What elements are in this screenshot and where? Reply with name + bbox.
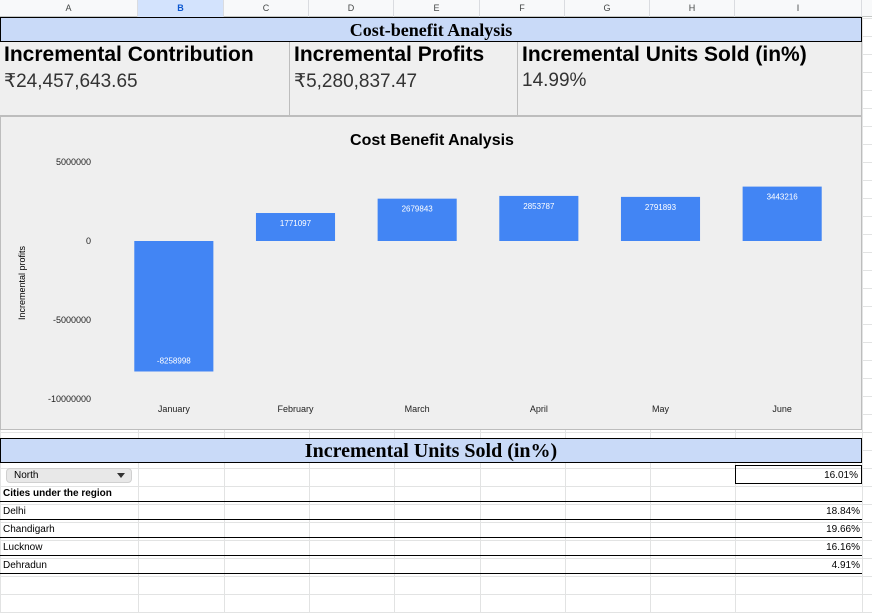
bar-data-label: 2853787 (523, 202, 555, 211)
column-header-b[interactable]: B (138, 0, 224, 17)
column-header-h[interactable]: H (650, 0, 735, 17)
kpi-label: Incremental Units Sold (in%) (522, 43, 807, 66)
city-name: Lucknow (3, 542, 43, 553)
table-row[interactable]: Chandigarh 19.66% (0, 520, 862, 538)
bar-data-label: 1771097 (280, 219, 312, 228)
x-axis: January February March April May June (158, 404, 792, 414)
region-dropdown[interactable]: North (6, 468, 132, 483)
kpi-label: Incremental Profits (294, 43, 485, 66)
column-header-d[interactable]: D (309, 0, 394, 17)
x-tick-label: April (530, 404, 548, 414)
x-tick-label: January (158, 404, 191, 414)
x-tick-label: February (277, 404, 314, 414)
kpi-card-incremental-units-sold[interactable]: Incremental Units Sold (in%) 14.99% (518, 42, 862, 116)
bar-data-label: 3443216 (767, 193, 799, 202)
kpi-card-incremental-contribution[interactable]: Incremental Contribution ₹24,457,643.65 (0, 42, 290, 116)
column-header-c[interactable]: C (224, 0, 309, 17)
city-name: Dehradun (3, 560, 47, 571)
bar-series: -8258998 1771097 2679843 2853787 2791893 3443… (134, 186, 822, 372)
bar (134, 241, 214, 372)
city-value: 4.91% (831, 560, 860, 571)
bar (377, 198, 457, 241)
kpi-card-incremental-profits[interactable]: Incremental Profits ₹5,280,837.47 (290, 42, 518, 116)
x-tick-label: June (772, 404, 792, 414)
bar (742, 186, 822, 241)
grid-line (862, 0, 863, 613)
table-title[interactable]: Incremental Units Sold (in%) (0, 438, 862, 463)
city-value: 16.16% (826, 542, 860, 553)
kpi-value: ₹24,457,643.65 (4, 71, 138, 92)
table-row[interactable]: Delhi 18.84% (0, 502, 862, 520)
column-header-i[interactable]: I (735, 0, 862, 17)
bar-data-label: 2791893 (645, 203, 677, 212)
bar-data-label: 2679843 (402, 205, 434, 214)
column-header-bar: A B C D E F G H I (0, 0, 872, 17)
column-header-e[interactable]: E (394, 0, 480, 17)
city-value: 19.66% (826, 524, 860, 535)
kpi-label: Incremental Contribution (4, 43, 254, 66)
table-row[interactable]: Dehradun 4.91% (0, 556, 862, 574)
y-axis: 5000000 0 -5000000 -10000000 (48, 157, 91, 404)
cities-header: Cities under the region (3, 488, 112, 499)
column-header-a[interactable]: A (0, 0, 138, 17)
bar-data-label: -8258998 (157, 356, 191, 365)
cost-benefit-chart[interactable]: Cost Benefit Analysis Incremental profit… (0, 116, 862, 430)
column-header-f[interactable]: F (480, 0, 565, 17)
column-header-g[interactable]: G (565, 0, 650, 17)
region-percent-cell[interactable] (735, 465, 862, 484)
y-tick-label: 5000000 (56, 157, 91, 167)
kpi-value: ₹5,280,837.47 (294, 71, 418, 92)
x-tick-label: May (652, 404, 670, 414)
bar (620, 196, 701, 241)
chart-canvas: Cost Benefit Analysis Incremental profit… (17, 132, 822, 414)
table-row[interactable]: Lucknow 16.16% (0, 538, 862, 556)
city-value: 18.84% (826, 506, 860, 517)
y-tick-label: -5000000 (53, 315, 91, 325)
city-name: Delhi (3, 506, 26, 517)
bar (255, 213, 336, 241)
x-tick-label: March (405, 404, 430, 414)
table-divider (0, 501, 862, 502)
kpi-value: 14.99% (522, 70, 587, 91)
page-title[interactable]: Cost-benefit Analysis (0, 17, 862, 42)
region-percent-value: 16.01% (824, 470, 858, 481)
region-dropdown-value: North (14, 470, 39, 481)
city-name: Chandigarh (3, 524, 55, 535)
chart-y-axis-label: Incremental profits (17, 245, 27, 320)
bar (499, 195, 579, 241)
y-tick-label: 0 (86, 236, 91, 246)
chevron-down-icon (117, 473, 125, 478)
chart-title: Cost Benefit Analysis (350, 132, 514, 149)
y-tick-label: -10000000 (48, 394, 91, 404)
